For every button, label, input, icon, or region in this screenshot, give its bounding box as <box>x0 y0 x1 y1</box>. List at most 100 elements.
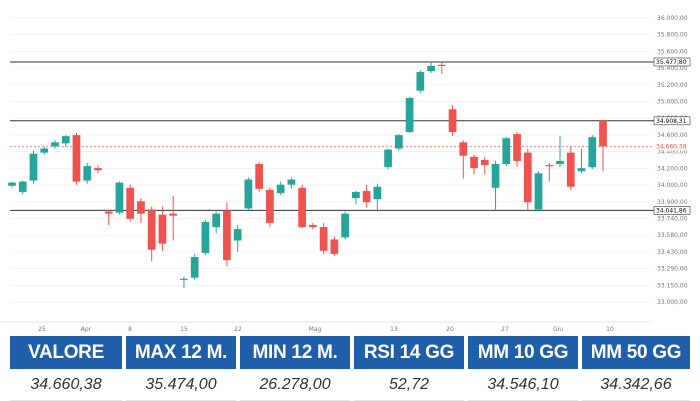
y-axis: 36.000,00 35.800,00 35.600,00 35.400,00 35.2… <box>657 15 688 306</box>
level-labels: 35.477,80 34.908,31 34.660,38 34.041,86 <box>653 57 691 215</box>
candle-body <box>8 182 16 186</box>
candle-body <box>459 142 468 156</box>
candle-body <box>40 148 49 153</box>
level-label-box <box>653 57 691 67</box>
candle-body <box>384 149 392 168</box>
candle-body <box>502 138 511 165</box>
y-tick-label: 35.200,00 <box>657 82 688 89</box>
candle-body <box>201 221 210 253</box>
candle-body <box>588 137 597 168</box>
candle-body <box>298 187 306 228</box>
stat-max-12m: MAX 12 M. 35.474,00 <box>126 336 236 401</box>
y-tick-label: 33.430,00 <box>657 249 688 256</box>
horizontal-levels <box>10 61 654 211</box>
candle-body <box>545 165 554 167</box>
stat-label: MIN 12 M. <box>240 336 350 369</box>
x-tick-label: 25 <box>38 326 46 333</box>
y-tick-label: 36.000,00 <box>657 15 688 22</box>
y-tick-label: 35.600,00 <box>657 48 688 55</box>
candle-body <box>104 211 113 214</box>
candle-body <box>523 152 532 203</box>
x-tick-label: Mag <box>309 326 322 333</box>
candle-body <box>341 213 349 238</box>
candle-body <box>94 168 102 171</box>
candle-body <box>437 64 446 67</box>
stat-min-12m: MIN 12 M. 26.278,00 <box>240 336 350 401</box>
stat-valore: VALORE 34.660,38 <box>10 336 122 401</box>
candle-body <box>180 278 188 280</box>
level-label-box <box>654 142 690 151</box>
level-label: 35.477,80 <box>656 59 687 66</box>
candle-body <box>373 186 382 200</box>
candle-body <box>126 187 135 219</box>
candle-body <box>244 179 253 209</box>
level-label: 34.660,38 <box>656 144 687 151</box>
stat-rsi-14gg: RSI 14 GG 52,72 <box>354 336 464 401</box>
candle-body <box>309 225 317 228</box>
candle-body <box>18 181 27 192</box>
stat-value: 35.474,00 <box>126 369 236 401</box>
stat-label: MM 50 GG <box>582 336 690 369</box>
candle-body <box>72 135 81 182</box>
candle-body <box>83 166 92 181</box>
candle-body <box>394 135 403 149</box>
candle-body <box>330 239 339 254</box>
y-tick-label: 34.200,00 <box>657 165 688 172</box>
candle-body <box>480 159 489 166</box>
candle-body <box>255 164 264 189</box>
candle-body <box>577 168 586 172</box>
y-tick-label: 33.150,00 <box>657 282 688 289</box>
stats-bar: VALORE 34.660,38 MAX 12 M. 35.474,00 MIN… <box>0 336 700 401</box>
candle-body <box>223 210 231 261</box>
stat-value: 34.342,66 <box>582 369 690 401</box>
stat-value: 26.278,00 <box>240 369 350 401</box>
x-tick-label: 20 <box>446 326 454 333</box>
x-tick-label: 13 <box>390 326 398 333</box>
candle-body <box>599 120 607 147</box>
y-tick-label: 33.580,00 <box>657 232 688 239</box>
candle-body <box>513 134 521 161</box>
level-label: 34.908,31 <box>656 118 687 125</box>
stat-label: MAX 12 M. <box>126 336 236 369</box>
stat-label: VALORE <box>10 336 122 369</box>
candle-body <box>491 164 500 188</box>
candle-body <box>566 152 575 187</box>
candle-body <box>137 201 145 214</box>
candles <box>8 62 607 289</box>
chart-grid <box>10 17 650 303</box>
level-label-box <box>653 206 691 215</box>
candle-body <box>405 97 414 132</box>
level-label: 34.041,86 <box>656 208 687 215</box>
candle-body <box>556 160 564 165</box>
candle-body <box>276 184 285 193</box>
x-tick-label: 8 <box>128 326 132 333</box>
candle-body <box>29 153 38 181</box>
stat-label: MM 10 GG <box>468 336 578 369</box>
x-tick-label: Giu <box>553 326 563 333</box>
y-tick-label: 33.740,00 <box>657 215 688 222</box>
stat-mm-10gg: MM 10 GG 34.546,10 <box>468 336 578 401</box>
candle-body <box>266 189 274 223</box>
candle-body <box>427 65 435 72</box>
candle-body <box>287 179 296 185</box>
y-tick-label: 33.290,00 <box>657 266 688 273</box>
candle-body <box>190 257 199 278</box>
x-axis: 25 Apr 8 15 22 Mag 13 20 27 Giu 10 <box>0 321 650 333</box>
candle-body <box>212 213 221 228</box>
candlestick-chart: 36.000,00 35.800,00 35.600,00 35.400,00 35.2… <box>0 15 691 333</box>
stat-value: 34.546,10 <box>468 369 578 401</box>
candle-body <box>362 190 371 203</box>
y-tick-label: 33.000,00 <box>657 299 688 306</box>
candle-body <box>416 72 425 91</box>
stat-label: RSI 14 GG <box>354 336 464 369</box>
candle-body <box>351 191 360 199</box>
y-tick-label: 35.400,00 <box>657 65 688 72</box>
x-tick-label: 15 <box>180 326 188 333</box>
stat-value: 34.660,38 <box>10 369 122 401</box>
y-tick-label: 35.000,00 <box>657 99 688 106</box>
candle-body <box>147 209 156 250</box>
candle-body <box>319 227 328 251</box>
candle-body <box>158 214 167 244</box>
level-label-box <box>653 116 691 126</box>
y-tick-label: 34.600,00 <box>657 132 688 139</box>
